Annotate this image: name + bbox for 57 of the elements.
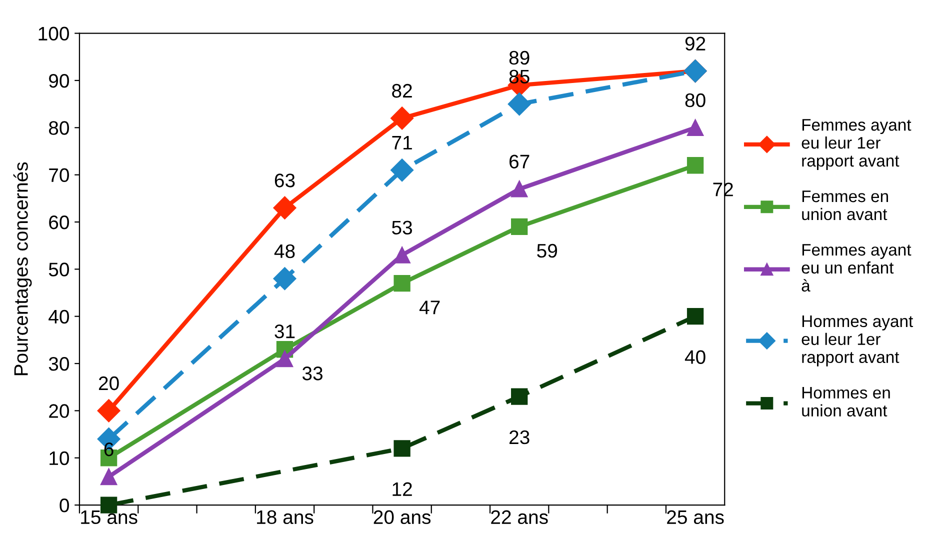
data-label: 47	[419, 300, 440, 314]
y-tick-label: 20	[49, 404, 69, 418]
point	[276, 350, 294, 368]
y-tick-label: 70	[49, 168, 69, 182]
point	[511, 388, 528, 405]
y-axis-title: Pourcentages concernés	[13, 162, 32, 376]
point	[394, 246, 410, 264]
data-label: 23	[510, 430, 530, 444]
legend-label: Femmes ayant eu un enfant à	[802, 244, 912, 292]
y-tick-label: 100	[38, 26, 69, 41]
point	[686, 119, 704, 136]
point	[394, 440, 410, 457]
point	[508, 92, 531, 116]
point	[273, 196, 296, 220]
data-label: 82	[392, 84, 412, 98]
x-tick-label: 15 ans	[81, 510, 138, 524]
point	[390, 106, 414, 130]
y-tick-label: 90	[49, 74, 69, 88]
x-tick-label: 25 ans	[667, 510, 724, 524]
data-label: 31	[274, 324, 295, 338]
y-tick-label: 50	[48, 262, 69, 276]
legend-label: Hommes ayant eu leur 1er rapport avant	[802, 316, 914, 366]
point	[394, 274, 410, 292]
data-label: 20	[98, 376, 119, 390]
y-tick-label: 30	[48, 356, 69, 371]
data-label: 48	[274, 244, 295, 258]
point	[390, 158, 414, 182]
legend-label: Femmes en union avant	[802, 190, 888, 220]
y-tick-label: 80	[48, 121, 69, 135]
point	[511, 218, 528, 236]
data-label: 89	[509, 50, 530, 65]
data-label: 92	[685, 36, 706, 51]
point	[686, 157, 704, 174]
point	[100, 496, 118, 514]
data-label: 71	[392, 136, 412, 150]
point	[97, 399, 120, 422]
x-tick-label: 20 ans	[374, 510, 431, 524]
data-label: 80	[685, 93, 706, 108]
point	[511, 180, 528, 198]
x-tick-label: 18 ans	[257, 510, 314, 524]
y-tick-label: 0	[60, 498, 69, 512]
data-label: 12	[392, 482, 412, 496]
y-tick-label: 40	[48, 310, 69, 324]
point	[100, 468, 118, 486]
data-label: 40	[684, 350, 706, 364]
y-tick-label: 10	[50, 451, 69, 466]
x-tick-label: 22 ans	[491, 510, 548, 524]
point	[273, 267, 296, 290]
data-label: 63	[274, 174, 295, 188]
legend-label: Femmes ayant eu leur 1er rapport avant	[802, 119, 912, 170]
y-tick-label: 60	[49, 215, 69, 230]
data-label: 67	[510, 154, 530, 168]
legend-label: Hommes en union avant	[802, 386, 890, 417]
point	[686, 308, 704, 325]
data-label: 53	[392, 220, 412, 235]
data-label: 33	[302, 366, 322, 380]
data-label: 59	[537, 244, 558, 258]
